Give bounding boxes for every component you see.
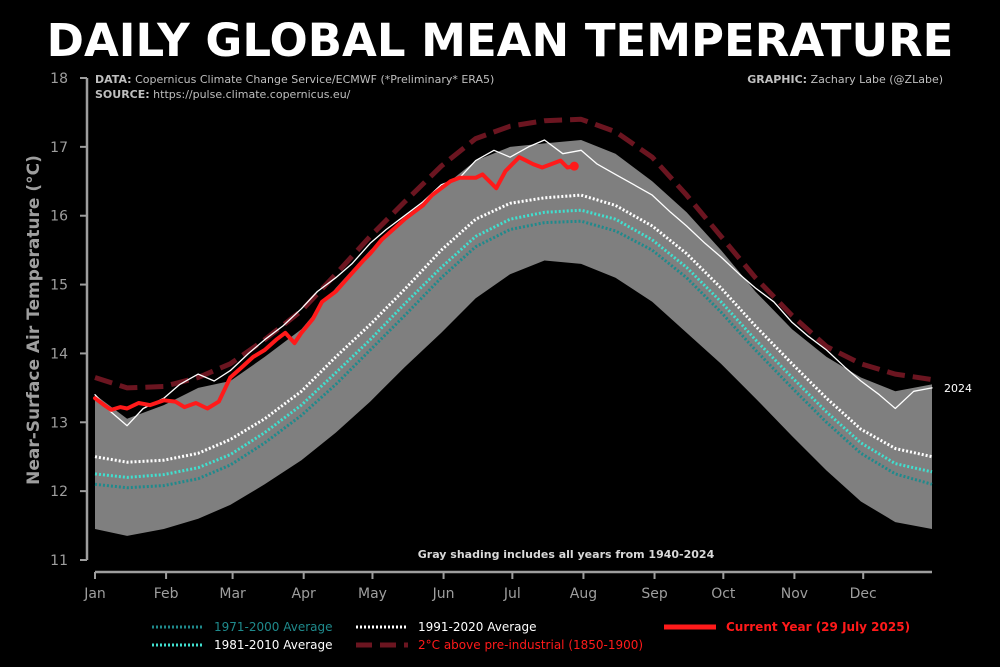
series-line-1971-2000-average xyxy=(94,219,933,490)
source-credit-text: https://pulse.climate.copernicus.eu/ xyxy=(153,88,351,101)
series-line-1981-2010-average xyxy=(94,208,933,479)
x-tick-label: Jul xyxy=(503,586,521,602)
y-tick-label: 17 xyxy=(50,140,68,156)
x-tick-label: Nov xyxy=(781,586,808,602)
graphic-credit-label: GRAPHIC: xyxy=(747,73,808,86)
legend-label: 1991-2020 Average xyxy=(418,620,537,634)
series-end-label-2024: 2024 xyxy=(944,382,972,395)
y-tick-label: 18 xyxy=(50,71,68,87)
legend: 1971-2000 Average 1981-2010 Average 1991-2… xyxy=(152,620,910,652)
series-line-current-year-29-july-2025 xyxy=(93,155,577,412)
axes: 11 12 13 14 15 16 17 18 Jan Feb Mar Apr May Jun Jul Aug… xyxy=(50,71,932,602)
shading-band xyxy=(95,140,932,536)
x-tick-label: Aug xyxy=(570,586,597,602)
series-lines: 2024 xyxy=(93,116,972,490)
x-tick-label: Dec xyxy=(850,586,877,602)
y-tick-label: 13 xyxy=(50,415,68,431)
y-tick-label: 15 xyxy=(50,278,68,294)
series-line-1991-2020-average xyxy=(94,193,933,464)
x-tick-label: Feb xyxy=(154,586,179,602)
x-tick-label: Apr xyxy=(292,586,316,602)
graphic-credit: GRAPHIC: Zachary Labe (@ZLabe) xyxy=(747,73,943,86)
source-credit-label: SOURCE: xyxy=(95,88,150,101)
series-line-2-c-above-pre-industrial-1850-1900 xyxy=(94,116,933,391)
shading-note: Gray shading includes all years from 194… xyxy=(418,548,715,561)
y-tick-label: 11 xyxy=(50,553,68,569)
current-year-endpoint xyxy=(569,161,579,171)
chart-title: DAILY GLOBAL MEAN TEMPERATURE xyxy=(46,14,954,67)
legend-label: 2°C above pre-industrial (1850-1900) xyxy=(418,638,643,652)
y-tick-label: 14 xyxy=(50,346,68,362)
historical-range-shading xyxy=(95,140,932,536)
x-tick-label: Mar xyxy=(219,586,246,602)
x-tick-label: Jan xyxy=(83,586,106,602)
y-axis-label: Near-Surface Air Temperature (°C) xyxy=(24,155,44,485)
graphic-credit-text: Zachary Labe (@ZLabe) xyxy=(810,73,943,86)
x-tick-label: Oct xyxy=(711,586,736,602)
data-credit-text: Copernicus Climate Change Service/ECMWF … xyxy=(135,73,495,86)
y-tick-label: 16 xyxy=(50,209,68,225)
legend-label: 1981-2010 Average xyxy=(214,638,333,652)
data-credit: DATA: Copernicus Climate Change Service/… xyxy=(95,73,494,86)
x-tick-label: Sep xyxy=(641,586,668,602)
legend-label: 1971-2000 Average xyxy=(214,620,333,634)
legend-label: Current Year (29 July 2025) xyxy=(726,620,910,634)
x-tick-label: Jun xyxy=(432,586,455,602)
x-tick-label: May xyxy=(358,586,387,602)
series-line-2024 xyxy=(94,139,933,427)
source-credit: SOURCE: https://pulse.climate.copernicus… xyxy=(95,88,350,101)
y-tick-label: 12 xyxy=(50,484,68,500)
data-credit-label: DATA: xyxy=(95,73,132,86)
